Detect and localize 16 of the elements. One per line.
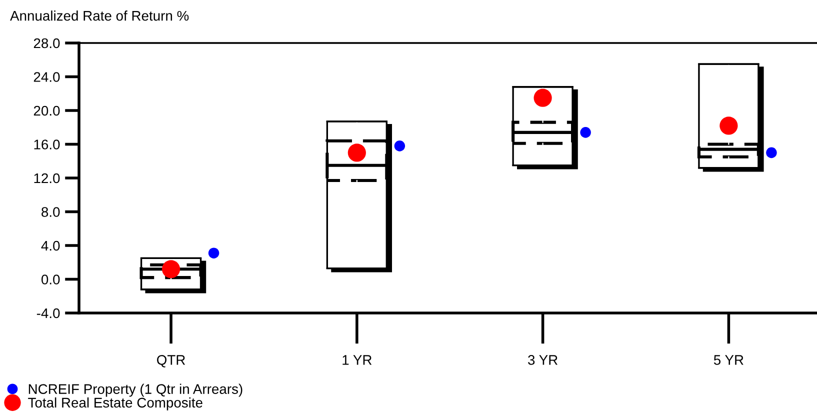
x-tick-label: 5 YR [714, 355, 744, 365]
legend-label: NCREIF Property (1 Qtr in Arrears) [28, 384, 242, 397]
y-tick-label: 16.0 [34, 140, 60, 150]
legend-label: Total Real Estate Composite [28, 397, 202, 410]
x-tick-label: 3 YR [528, 355, 558, 365]
y-tick-label: 28.0 [34, 38, 60, 48]
y-tick-label: 8.0 [42, 207, 60, 217]
y-tick-label: 12.0 [34, 173, 60, 184]
y-tick-label: 0.0 [41, 274, 60, 284]
x-tick-label: QTR [157, 355, 186, 368]
y-tick-label: 20.0 [34, 106, 60, 116]
y-tick-label: 4.0 [41, 240, 60, 251]
y-tick-label: -4.0 [36, 308, 60, 318]
x-tick-label: 1 YR [342, 355, 372, 365]
y-axis-title: Annualized Rate of Return % [10, 10, 189, 21]
y-tick-label: 24.0 [34, 72, 60, 82]
